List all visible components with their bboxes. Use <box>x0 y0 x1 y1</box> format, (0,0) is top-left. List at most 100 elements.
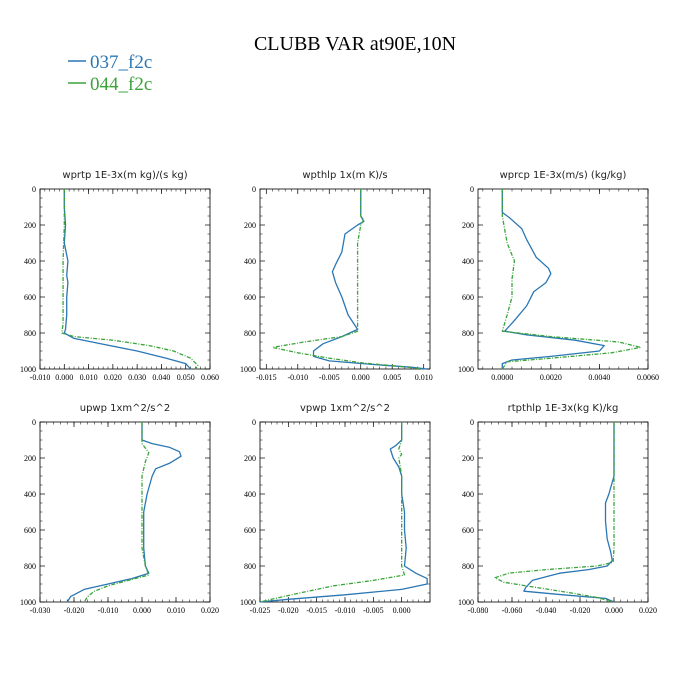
series-line-037_f2c <box>501 189 605 369</box>
panel-title: wprcp 1E-3x(m/s) (kg/kg) <box>500 170 627 181</box>
y-tick-label: 600 <box>24 293 36 302</box>
x-tick-label: -0.030 <box>30 606 51 615</box>
plot-frame <box>39 421 211 603</box>
x-tick-label: 0.000 <box>605 606 623 615</box>
x-tick-label: -0.025 <box>250 606 271 615</box>
panel-1: wpthlp 1x(m K)/s -0.015 -0.010 -0.005 0.000 0… <box>240 170 433 382</box>
panel-2: wprcp 1E-3x(m/s) (kg/kg) 0.0000 0.0020 0.00… <box>458 170 659 382</box>
series-line-044_f2c <box>494 422 615 603</box>
x-tick-label: -0.020 <box>64 606 85 615</box>
y-tick-label: 400 <box>244 257 256 266</box>
series-line-037_f2c <box>63 189 192 370</box>
x-tick-label: 0.020 <box>104 373 122 382</box>
y-tick-label: 800 <box>462 562 474 571</box>
y-tick-label: 200 <box>462 221 474 230</box>
x-tick-label: 0.000 <box>352 373 370 382</box>
series-line-037_f2c <box>259 422 428 603</box>
y-tick-label: 1000 <box>20 365 36 374</box>
y-tick-label: 0 <box>32 185 36 194</box>
y-tick-label: 0 <box>32 418 36 427</box>
legend-label-037: 037_f2c <box>90 52 152 73</box>
y-tick-label: 800 <box>24 329 36 338</box>
y-tick-label: 1000 <box>240 598 256 607</box>
y-tick-label: 200 <box>24 454 36 463</box>
figure-legend: 037_f2c 044_f2c <box>68 52 152 95</box>
x-tick-label: -0.010 <box>335 606 356 615</box>
x-tick-label: 0.0020 <box>540 373 562 382</box>
y-tick-label: 1000 <box>458 598 474 607</box>
y-tick-label: 400 <box>24 257 36 266</box>
x-tick-label: 0.010 <box>167 606 185 615</box>
y-tick-label: 200 <box>24 221 36 230</box>
x-tick-label: 0.000 <box>133 606 151 615</box>
x-tick-label: -0.020 <box>570 606 591 615</box>
x-tick-label: 0.000 <box>393 606 411 615</box>
y-tick-label: 600 <box>24 526 36 535</box>
series-line-037_f2c <box>523 422 615 603</box>
figure-title: CLUBB VAR at90E,10N <box>254 33 456 55</box>
x-tick-label: -0.040 <box>536 606 557 615</box>
x-tick-label: -0.010 <box>98 606 119 615</box>
y-tick-label: 1000 <box>240 365 256 374</box>
legend-label-044: 044_f2c <box>90 74 152 95</box>
x-tick-label: -0.020 <box>278 606 299 615</box>
x-tick-label: -0.015 <box>306 606 327 615</box>
y-tick-label: 600 <box>462 293 474 302</box>
x-tick-label: 0.020 <box>201 606 219 615</box>
panel-title: vpwp 1xm^2/s^2 <box>300 403 390 414</box>
y-tick-label: 0 <box>470 418 474 427</box>
x-tick-label: 0.030 <box>128 373 146 382</box>
series-line-037_f2c <box>66 422 182 603</box>
x-tick-label: 0.005 <box>383 373 401 382</box>
y-tick-label: 800 <box>462 329 474 338</box>
y-tick-label: 800 <box>244 562 256 571</box>
x-tick-label: -0.060 <box>502 606 523 615</box>
x-tick-label: -0.005 <box>363 606 384 615</box>
y-tick-label: 800 <box>24 562 36 571</box>
panel-title: wpthlp 1x(m K)/s <box>302 170 387 181</box>
x-tick-label: 0.0040 <box>588 373 610 382</box>
x-tick-label: 0.010 <box>415 373 433 382</box>
x-tick-label: 0.0000 <box>491 373 513 382</box>
x-tick-label: 0.040 <box>152 373 170 382</box>
y-tick-label: 400 <box>24 490 36 499</box>
x-tick-label: -0.010 <box>287 373 308 382</box>
y-tick-label: 0 <box>252 185 256 194</box>
y-tick-label: 800 <box>244 329 256 338</box>
y-tick-label: 0 <box>252 418 256 427</box>
x-tick-label: 0.020 <box>639 606 657 615</box>
panel-title: rtpthlp 1E-3x(kg K)/kg <box>508 403 619 414</box>
x-tick-label: 0.010 <box>80 373 98 382</box>
series-line-037_f2c <box>312 189 427 370</box>
x-tick-label: -0.080 <box>468 606 489 615</box>
panel-title: upwp 1xm^2/s^2 <box>80 403 170 414</box>
x-tick-label: -0.010 <box>30 373 51 382</box>
y-tick-label: 1000 <box>458 365 474 374</box>
y-tick-label: 400 <box>244 490 256 499</box>
y-tick-label: 400 <box>462 490 474 499</box>
panel-3: upwp 1xm^2/s^2 -0.030 -0.020 -0.010 0.000 0.0… <box>20 403 219 615</box>
x-tick-label: 0.050 <box>177 373 195 382</box>
panel-5: rtpthlp 1E-3x(kg K)/kg -0.080 -0.060 -0.040… <box>458 403 657 615</box>
x-tick-label: -0.005 <box>319 373 340 382</box>
series-line-044_f2c <box>61 189 199 370</box>
x-tick-label: 0.0060 <box>637 373 659 382</box>
y-tick-label: 600 <box>244 526 256 535</box>
y-tick-label: 400 <box>462 257 474 266</box>
panel-4: vpwp 1xm^2/s^2 -0.025 -0.020 -0.015 -0.010 -0… <box>240 403 431 615</box>
panel-0: wprtp 1E-3x(m kg)/(s kg) -0.010 0.000 0.010… <box>20 170 219 382</box>
y-tick-label: 600 <box>462 526 474 535</box>
series-line-044_f2c <box>501 189 642 370</box>
series-line-044_f2c <box>259 422 406 603</box>
plot-frame <box>477 188 649 370</box>
series-line-044_f2c <box>271 189 424 370</box>
x-tick-label: 0.000 <box>55 373 73 382</box>
y-tick-label: 600 <box>244 293 256 302</box>
y-tick-label: 200 <box>462 454 474 463</box>
panel-title: wprtp 1E-3x(m kg)/(s kg) <box>62 170 187 181</box>
y-tick-label: 200 <box>244 454 256 463</box>
y-tick-label: 0 <box>470 185 474 194</box>
series-line-044_f2c <box>83 422 150 603</box>
panel-grid: wprtp 1E-3x(m kg)/(s kg) -0.010 0.000 0.010… <box>20 170 659 615</box>
y-tick-label: 1000 <box>20 598 36 607</box>
